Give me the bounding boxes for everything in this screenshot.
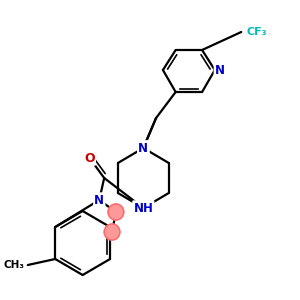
Circle shape (104, 224, 120, 240)
Circle shape (108, 204, 124, 220)
Text: N: N (138, 142, 148, 154)
Text: N: N (94, 194, 104, 206)
Text: N: N (215, 64, 225, 76)
Text: O: O (84, 152, 95, 164)
Text: CF₃: CF₃ (246, 27, 267, 37)
Text: N: N (138, 142, 148, 154)
Text: CH₃: CH₃ (4, 260, 25, 270)
Text: NH: NH (134, 202, 153, 214)
